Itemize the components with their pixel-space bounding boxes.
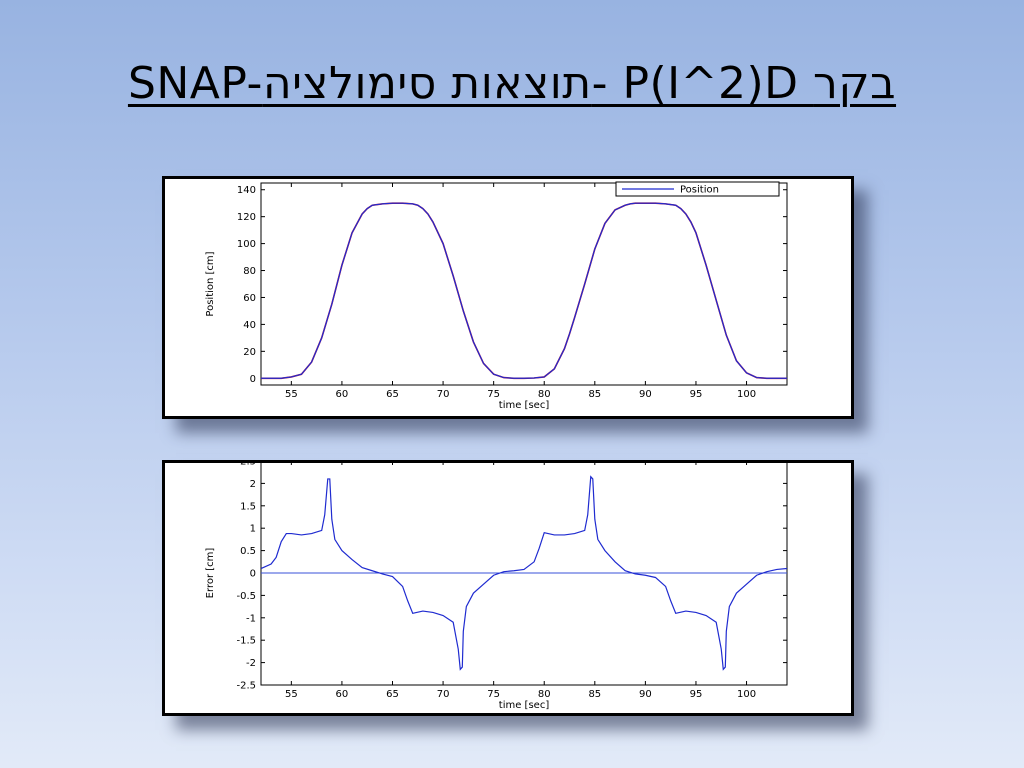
x-tick-label: 55 bbox=[285, 389, 298, 400]
y-tick-label: -0.5 bbox=[236, 591, 256, 602]
x-tick-label: 80 bbox=[538, 389, 551, 400]
y-tick-label: 1.5 bbox=[240, 501, 256, 512]
x-tick-label: 85 bbox=[588, 689, 601, 700]
slide-title: SNAP-תוצאות סימולציה- P(I^2)D בקר bbox=[127, 58, 897, 109]
x-tick-label: 65 bbox=[386, 689, 399, 700]
plot-area bbox=[260, 463, 788, 686]
y-tick-label: 0.5 bbox=[240, 546, 256, 557]
y-tick-label: 2.5 bbox=[240, 463, 256, 468]
y-tick-label: 100 bbox=[237, 239, 256, 250]
x-tick-label: 95 bbox=[690, 389, 703, 400]
y-tick-label: -1 bbox=[246, 613, 256, 624]
series-line-error bbox=[261, 475, 787, 671]
legend: Position bbox=[615, 181, 780, 197]
y-tick-label: -2.5 bbox=[236, 681, 256, 692]
x-axis-label: time [sec] bbox=[499, 700, 550, 711]
legend-box bbox=[615, 181, 780, 197]
x-tick-label: 65 bbox=[386, 389, 399, 400]
x-tick-label: 75 bbox=[487, 389, 500, 400]
y-tick-label: 80 bbox=[243, 266, 256, 277]
y-tick-label: 0 bbox=[250, 374, 256, 385]
x-tick-label: 90 bbox=[639, 389, 652, 400]
plot-area bbox=[260, 182, 788, 386]
error-chart-frame: 55 60 65 70 75 80 85 90 95 100 -2.5 -2 -1.5 -1 -0.5 0 0.… bbox=[162, 460, 854, 716]
y-tick-label: -1.5 bbox=[236, 636, 256, 647]
y-tick-label: 140 bbox=[237, 185, 256, 196]
x-tick-label: 75 bbox=[487, 689, 500, 700]
y-tick-label: 60 bbox=[243, 293, 256, 304]
x-tick-label: 100 bbox=[737, 689, 756, 700]
y-tick-label: 120 bbox=[237, 212, 256, 223]
y-tick-label: 40 bbox=[243, 320, 256, 331]
x-tick-label: 55 bbox=[285, 689, 298, 700]
y-tick-label: 2 bbox=[250, 479, 256, 490]
x-tick-label: 70 bbox=[437, 389, 450, 400]
x-tick-label: 100 bbox=[737, 389, 756, 400]
x-tick-label: 60 bbox=[336, 689, 349, 700]
y-tick-label: 20 bbox=[243, 347, 256, 358]
x-tick-label: 60 bbox=[336, 389, 349, 400]
x-tick-label: 95 bbox=[690, 689, 703, 700]
y-axis-label: Position [cm] bbox=[205, 251, 216, 316]
x-tick-label: 70 bbox=[437, 689, 450, 700]
y-tick-label: -2 bbox=[246, 658, 256, 669]
series-line-position bbox=[261, 202, 787, 379]
error-chart: 55 60 65 70 75 80 85 90 95 100 -2.5 -2 -1.5 -1 -0.5 0 0.… bbox=[205, 463, 788, 711]
position-chart-frame: 55 60 65 70 75 80 85 90 95 100 0 20 40 60 80 100 120 140 t… bbox=[162, 176, 854, 419]
y-axis-label: Error [cm] bbox=[205, 548, 216, 599]
x-axis-label: time [sec] bbox=[499, 400, 550, 411]
y-tick-label: 1 bbox=[250, 524, 256, 535]
x-tick-label: 80 bbox=[538, 689, 551, 700]
position-chart: 55 60 65 70 75 80 85 90 95 100 0 20 40 60 80 100 120 140 t… bbox=[205, 181, 788, 411]
x-tick-label: 90 bbox=[639, 689, 652, 700]
legend-entry: Position bbox=[680, 185, 719, 196]
y-tick-label: 0 bbox=[250, 569, 256, 580]
x-tick-label: 85 bbox=[588, 389, 601, 400]
